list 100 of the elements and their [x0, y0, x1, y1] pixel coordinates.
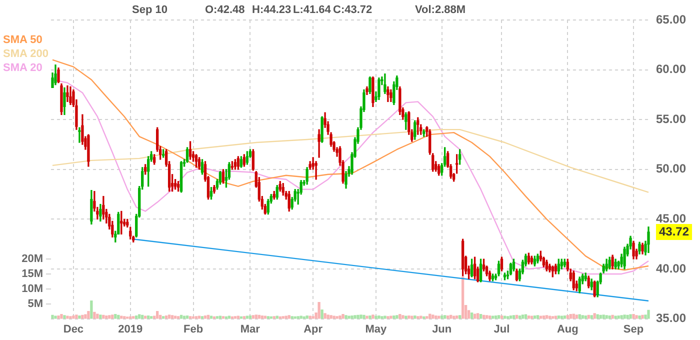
bar [306, 315, 308, 319]
bar [78, 315, 81, 319]
y-tick-label: 40.00 [656, 261, 686, 276]
bar [402, 315, 404, 319]
bar [386, 316, 390, 319]
y2-tick-label: 15M [22, 268, 43, 280]
text: H:44.23 [252, 4, 292, 16]
y-tick-label: 55.00 [656, 112, 686, 126]
bar [390, 316, 392, 319]
bar [308, 316, 312, 319]
bar [590, 315, 593, 319]
bar [87, 311, 90, 319]
bar [378, 315, 380, 319]
bar [362, 314, 366, 319]
bar [632, 314, 635, 319]
bar [374, 316, 378, 319]
bar [69, 316, 72, 319]
bar [605, 315, 608, 319]
bar [617, 315, 620, 319]
series-label: SMA 20 [3, 61, 44, 75]
y2-tick-label: 5M [28, 298, 43, 310]
x-tick-label: Sep [623, 323, 644, 336]
x-tick-label: Feb [183, 323, 204, 336]
y2-tick-label: 20M [22, 253, 43, 266]
x-tick-label: Apr [304, 323, 324, 336]
bar [81, 314, 84, 319]
bar [593, 313, 596, 319]
bar [60, 314, 63, 319]
bar [170, 315, 174, 319]
y-tick-label: 60.00 [656, 62, 686, 76]
bar [608, 315, 611, 319]
bar [626, 314, 629, 319]
bar [485, 315, 488, 319]
bar [330, 315, 332, 319]
bar [336, 316, 338, 319]
bar [473, 314, 476, 319]
bar [380, 316, 384, 319]
bar [344, 315, 348, 319]
text: SMA 200 [3, 47, 48, 61]
bar [324, 313, 326, 319]
bar [372, 314, 374, 319]
text: Sep 10 [132, 4, 168, 16]
bar [72, 315, 75, 319]
bar [623, 314, 626, 319]
bar [635, 315, 638, 319]
bar [66, 316, 69, 319]
bar [545, 315, 548, 319]
bar [63, 315, 66, 319]
x-tick-label: Dec [63, 323, 84, 336]
bar [302, 316, 306, 319]
bar [348, 316, 350, 319]
bar [75, 314, 78, 319]
bar [54, 316, 57, 319]
y-tick-label: 35.00 [656, 311, 686, 326]
bar [384, 316, 386, 319]
series-label: SMA 50 [3, 33, 44, 47]
bar [566, 315, 569, 319]
bar [629, 314, 632, 319]
bar [93, 312, 96, 319]
bar [320, 310, 324, 319]
bar [581, 315, 584, 319]
bar [392, 315, 396, 319]
y-tick-label: 50.00 [656, 162, 686, 176]
x-tick-label: Jul [494, 323, 510, 336]
bar [90, 300, 93, 319]
x-tick-label: Mar [240, 323, 261, 336]
bar [360, 314, 362, 319]
text: 43.72 [659, 224, 690, 238]
y-tick-label: 45.00 [656, 212, 686, 226]
bar [338, 315, 342, 319]
bar [342, 314, 344, 319]
y-tick-label: 65.00 [656, 12, 686, 26]
bar [396, 315, 398, 319]
bar [638, 315, 641, 319]
bar [602, 314, 605, 319]
bar [512, 315, 516, 319]
bar [614, 316, 617, 319]
x-tick-label: 2019 [118, 323, 143, 336]
bar [318, 302, 320, 319]
bar [326, 314, 330, 319]
x-tick-label: May [365, 323, 388, 336]
bar [96, 314, 99, 319]
bar [620, 315, 623, 319]
bar [84, 314, 87, 319]
bar [611, 314, 614, 319]
text: L:41.64 [293, 4, 331, 16]
bar [476, 313, 480, 319]
bar [366, 316, 368, 319]
bar [470, 312, 474, 319]
bar [428, 314, 432, 319]
bar [641, 314, 644, 319]
bar [461, 276, 464, 319]
bar [288, 315, 290, 319]
text: C:43.72 [333, 4, 372, 16]
bar [156, 311, 159, 319]
bar [356, 314, 360, 319]
bar [57, 315, 60, 319]
bar [312, 316, 314, 319]
text: O:42.48 [205, 4, 245, 16]
y2-tick-label: 10M [22, 282, 43, 295]
